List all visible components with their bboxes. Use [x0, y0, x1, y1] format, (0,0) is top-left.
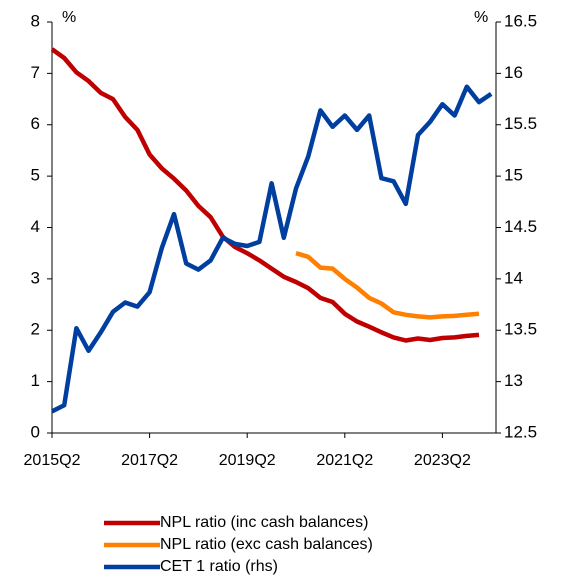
y-tick-label: 7	[31, 63, 40, 82]
y2-tick-label: 12.5	[504, 422, 537, 441]
y-tick-label: 1	[31, 371, 40, 390]
series-line	[295, 251, 480, 320]
y2-tick-label: 15.5	[504, 114, 537, 133]
series-line	[50, 84, 493, 414]
y-tick-label: 2	[31, 320, 40, 339]
x-tick-label: 2023Q2	[414, 452, 471, 469]
y2-tick-label: 16	[504, 63, 523, 82]
y2-tick-label: 15	[504, 166, 523, 185]
y-tick-label: 6	[31, 114, 40, 133]
x-tick-label: 2017Q2	[121, 452, 178, 469]
x-tick-label: 2019Q2	[219, 452, 276, 469]
legend-label: NPL ratio (exc cash balances)	[160, 536, 373, 553]
y2-tick-label: 13.5	[504, 320, 537, 339]
y2-tick-label: 13	[504, 371, 523, 390]
legend-label: CET 1 ratio (rhs)	[160, 558, 278, 575]
y2-tick-label: 16.5	[504, 11, 537, 30]
y-tick-label: 0	[31, 422, 40, 441]
y2-axis-unit: %	[474, 9, 488, 26]
y-tick-label: 8	[31, 11, 40, 30]
legend-label: NPL ratio (inc cash balances)	[160, 514, 368, 531]
y-tick-label: 3	[31, 268, 40, 287]
y2-tick-label: 14	[504, 268, 523, 287]
y-axis-unit: %	[62, 9, 76, 26]
series-line	[50, 47, 480, 343]
y-tick-label: 5	[31, 166, 40, 185]
y2-tick-label: 14.5	[504, 217, 537, 236]
x-tick-label: 2021Q2	[316, 452, 373, 469]
x-tick-label: 2015Q2	[24, 452, 81, 469]
y-tick-label: 4	[31, 217, 40, 236]
